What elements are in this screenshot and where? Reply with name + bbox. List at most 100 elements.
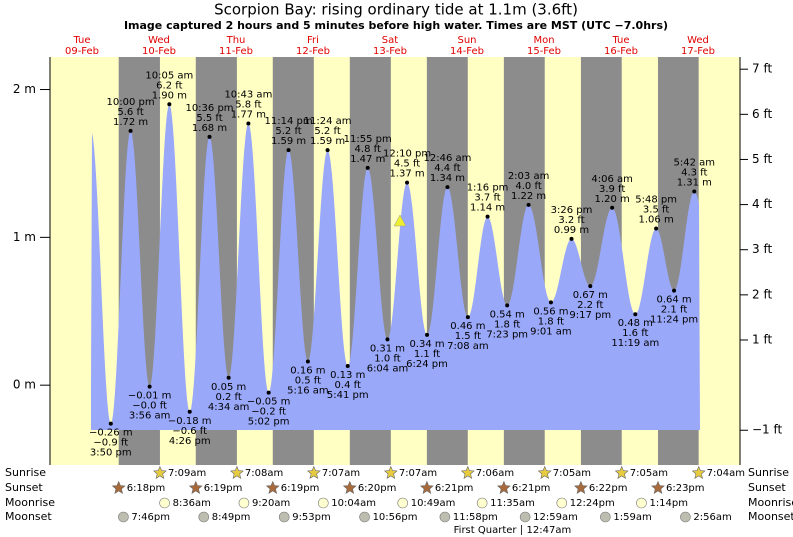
tide-label: 1.20 m [595, 194, 630, 205]
tide-label: 10:00 pm [107, 97, 155, 108]
moonrise-time: 12:24pm [570, 498, 615, 509]
moonset-icon [519, 511, 531, 523]
row-label: Sunset [748, 481, 786, 494]
y2-tick-label: −1 ft [752, 423, 783, 437]
tide-label: 0.56 m [533, 306, 568, 317]
tide-label: −0.26 m [89, 428, 133, 439]
sunrise-icon [537, 465, 552, 479]
day-weekday: Sun [457, 35, 476, 46]
sunrise-time: 7:05am [630, 468, 668, 479]
moonset-time: 10:56pm [373, 512, 418, 523]
day-weekday: Thu [226, 35, 246, 46]
moonrise-icon [556, 497, 568, 509]
tide-label: 0.16 m [290, 366, 325, 377]
tide-label: 9:17 pm [569, 310, 611, 321]
tide-label: 4:26 pm [169, 436, 211, 447]
tide-label: 10:36 pm [185, 103, 233, 114]
tide-point [147, 384, 152, 389]
tide-label: 1.34 m [430, 173, 465, 184]
tide-label: 0.4 ft [335, 380, 361, 391]
tide-label: 9:01 am [530, 326, 572, 337]
moonrise-time: 10:04am [331, 498, 376, 509]
tide-label: 0.46 m [450, 321, 485, 332]
tide-label: 1.1 ft [414, 349, 440, 360]
day-date: 13-Feb [373, 46, 407, 57]
tide-point [425, 332, 430, 337]
tide-point [187, 409, 192, 414]
moonrise-time: 9:20am [252, 498, 290, 509]
sunset-icon [188, 480, 203, 494]
moonrise-time: 8:36am [173, 498, 211, 509]
tide-label: 10:43 am [224, 90, 272, 101]
y2-tick-label: 4 ft [752, 197, 772, 211]
tide-label: 1.72 m [113, 117, 148, 128]
sunset-time: 6:19pm [204, 483, 243, 494]
tide-label: 1.14 m [470, 203, 505, 214]
day-date: 15-Feb [527, 46, 561, 57]
day-weekday: Wed [687, 35, 709, 46]
moonrise-icon [238, 497, 250, 509]
sunrise-icon [153, 465, 167, 479]
tide-point [226, 375, 231, 380]
tide-label: 5.2 ft [275, 126, 301, 137]
sunset-icon [342, 480, 357, 494]
day-weekday: Wed [148, 35, 170, 46]
sunrise-time: 7:05am [553, 468, 591, 479]
tide-label: 5.6 ft [117, 107, 143, 118]
day-date: 09-Feb [65, 46, 99, 57]
day-date: 14-Feb [450, 46, 484, 57]
tide-point [569, 236, 574, 241]
tide-label: 5.8 ft [235, 100, 261, 111]
tide-label: 0.99 m [554, 225, 589, 236]
tide-label: 11:24 am [304, 116, 352, 127]
tide-label: 0.34 m [409, 339, 444, 350]
tide-label: 4:34 am [208, 402, 250, 413]
tide-label: 0.05 m [211, 382, 246, 393]
tide-point [405, 180, 410, 185]
tide-label: 1.5 ft [455, 331, 481, 342]
tide-point [365, 165, 370, 170]
moonset-time: 1:59am [613, 512, 651, 523]
sunset-icon [651, 480, 665, 494]
sunrise-time: 7:06am [476, 468, 514, 479]
y2-tick-label: 1 ft [752, 332, 772, 346]
tide-area [91, 104, 700, 430]
moonset-icon [359, 511, 370, 523]
tide-label: 1.59 m [310, 136, 345, 147]
moonset-icon [198, 511, 210, 523]
tide-label: 11:14 pm [264, 116, 312, 127]
day-date: 10-Feb [142, 46, 176, 57]
tide-label: 0.31 m [370, 343, 405, 354]
tide-point [526, 202, 531, 207]
day-weekday: Tue [72, 35, 90, 46]
moonset-icon [278, 511, 290, 523]
tide-label: 4.5 ft [394, 159, 420, 170]
sunset-time: 6:20pm [358, 483, 397, 494]
tide-point [672, 288, 677, 293]
sunset-time: 6:21pm [435, 483, 474, 494]
tide-label: 1.6 ft [622, 328, 648, 339]
tide-label: 1.06 m [639, 214, 674, 225]
tide-label: 2.1 ft [661, 305, 687, 316]
moonset-time: 2:56am [693, 512, 731, 523]
day-weekday: Fri [307, 35, 319, 46]
tide-label: 10:05 am [145, 70, 193, 81]
tide-point [445, 185, 450, 190]
tide-label: 3.7 ft [474, 193, 500, 204]
sunrise-icon [229, 465, 244, 479]
tide-label: 1.8 ft [494, 319, 520, 330]
sunrise-icon [460, 465, 475, 479]
tide-label: 3.9 ft [599, 184, 625, 195]
sunset-time: 6:21pm [512, 483, 551, 494]
y2-tick-label: 7 ft [752, 62, 772, 76]
tide-label: 5:42 am [674, 158, 716, 169]
tide-label: 0.2 ft [215, 392, 241, 403]
moonset-icon [439, 511, 451, 523]
tide-point [286, 148, 291, 153]
tide-label: 5.2 ft [314, 126, 340, 137]
tide-point [692, 189, 697, 194]
tide-label: 3.2 ft [558, 215, 584, 226]
y-tick-label: 0 m [13, 378, 36, 392]
tide-point [385, 337, 390, 342]
moonrise-icon [159, 497, 170, 509]
